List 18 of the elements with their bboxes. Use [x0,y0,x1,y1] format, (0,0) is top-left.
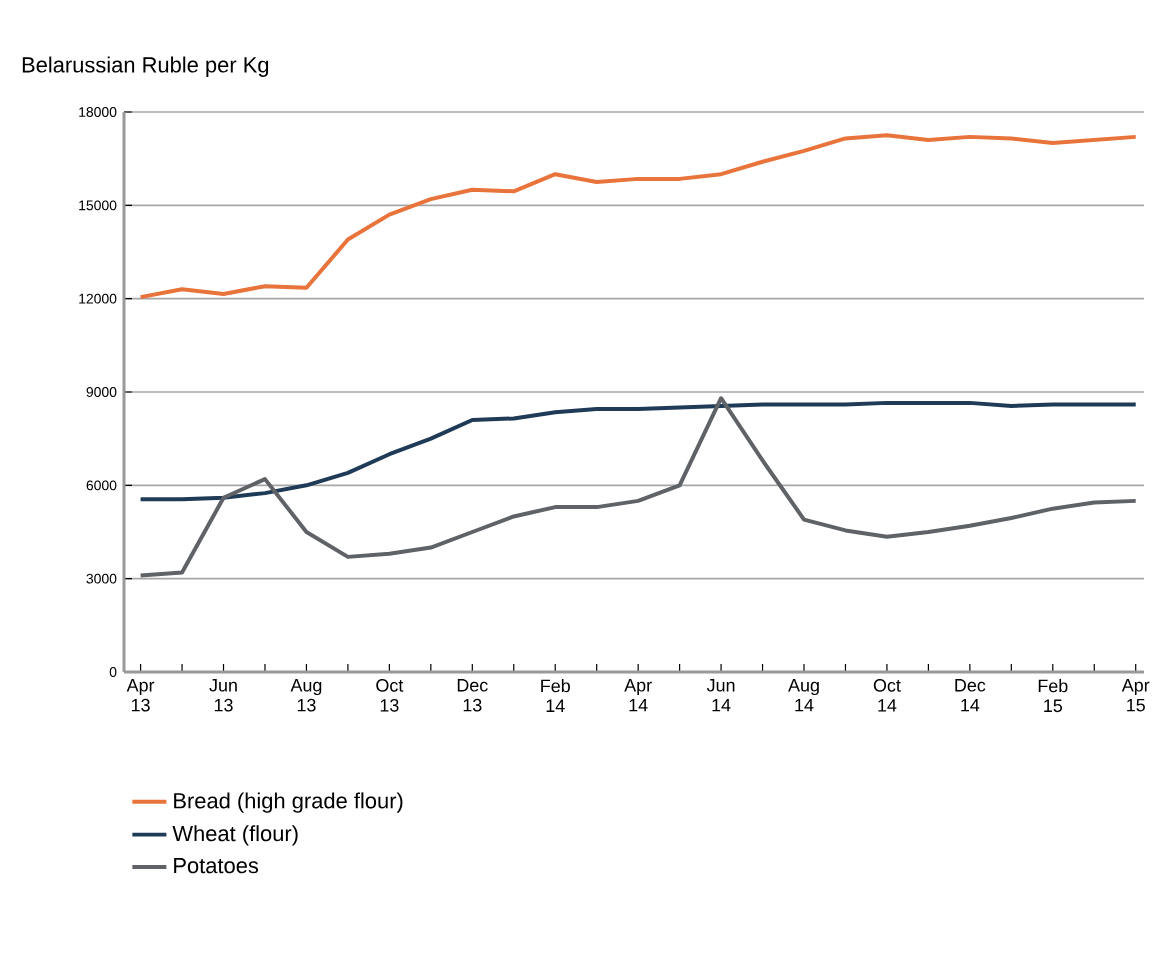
x-tick-label: Dec 14 [955,679,986,712]
x-tick-label: Oct 14 [873,679,901,712]
legend-label: Potatoes [174,858,259,874]
x-tick-label: Aug 13 [290,679,322,712]
x-tick-label: Aug 14 [788,679,819,712]
line-series [138,396,1138,578]
x-tick-label: Jun 14 [706,679,735,712]
x-tick-label: Jun 13 [209,679,237,712]
x-tick-label: Feb 15 [1038,679,1068,713]
x-tick-label: Feb 14 [541,679,570,712]
x-tick-label: Apr 13 [126,679,155,712]
x-tick-label: Apr 15 [1121,679,1150,712]
x-tick-label: Oct 13 [376,679,404,712]
legend-label: Bread (high grade flour) [174,792,403,813]
x-tick-label: Apr 14 [624,679,652,712]
x-tick-label: Dec 13 [457,679,488,712]
y-axis-title: Belarussian Ruble per Kg [22,56,269,77]
legend-label: Wheat (flour) [172,825,298,846]
